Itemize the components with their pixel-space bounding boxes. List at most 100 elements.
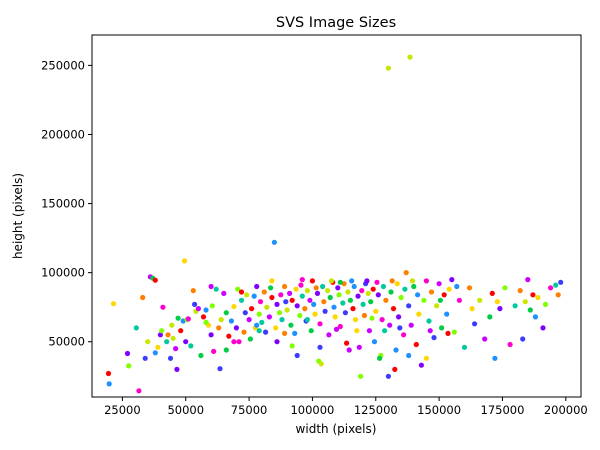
data-point [346,347,352,353]
data-point [322,308,328,314]
data-point [165,332,171,338]
data-point [209,303,215,309]
data-point [200,314,207,320]
x-tick-label: 175000 [481,403,525,417]
data-point [164,339,170,345]
data-point [344,340,350,346]
data-point [437,297,443,303]
data-point [360,301,366,307]
data-point [406,303,412,309]
data-point [326,332,332,338]
data-point [223,347,229,353]
data-point [449,277,455,283]
data-point [195,306,201,312]
y-axis-label: height (pixels) [11,173,25,259]
y-tick-label: 200000 [41,127,85,141]
data-point [396,314,402,320]
data-point [157,332,163,338]
data-point [522,299,528,305]
data-point [337,279,343,285]
data-point [264,304,270,310]
data-point [249,306,255,312]
data-point [261,289,267,295]
data-point [373,308,379,314]
data-point [461,344,468,350]
data-point [236,339,242,345]
data-point [497,306,503,312]
data-point [421,297,427,303]
data-point [385,65,391,71]
data-point [289,297,295,303]
data-point [257,299,264,305]
data-point [136,388,142,394]
data-point [203,307,209,313]
data-point [466,285,473,291]
data-point [238,297,245,303]
data-point [535,294,541,301]
data-point [317,321,323,327]
data-point [181,258,188,264]
data-point [416,311,422,317]
data-point [482,336,488,342]
data-point [192,301,198,307]
data-point [216,325,222,331]
data-point [327,294,333,301]
y-axis: 50000 100000 150000 200000 250000 [41,58,92,349]
data-point [379,317,385,323]
data-point [289,343,295,349]
data-point [472,321,478,327]
y-tick-label: 150000 [41,197,85,211]
data-point [223,310,229,316]
data-point [394,281,400,287]
data-point [304,288,310,294]
data-point [369,315,375,321]
x-tick-label: 25000 [104,403,141,417]
data-point [217,366,223,372]
data-point [185,316,191,322]
data-point [525,277,531,283]
data-point [415,292,421,298]
data-point [423,278,429,284]
data-point [274,301,280,307]
data-point [354,328,360,334]
data-point [221,290,227,296]
data-point [441,292,447,298]
data-point [238,289,245,295]
data-point [331,304,337,310]
data-point [328,278,334,284]
data-point [377,355,383,361]
data-point [371,339,378,345]
data-point [198,352,204,359]
data-point [266,314,272,320]
x-tick-label: 100000 [290,403,334,417]
x-tick-label: 75000 [231,403,268,417]
data-point [366,328,372,334]
data-point [512,303,518,309]
data-point [370,286,376,292]
data-point [355,293,361,299]
data-point [174,366,180,372]
data-point [259,319,265,325]
data-point [492,355,498,361]
data-point [247,336,253,342]
data-point [282,330,288,336]
data-point [274,339,280,345]
data-point [380,283,386,290]
data-point [105,370,112,377]
data-point [375,292,381,298]
data-point [494,299,500,305]
data-point [352,317,359,323]
data-point [169,322,175,328]
data-point [208,332,214,338]
data-point [218,317,224,323]
data-point [213,286,219,292]
data-point [263,329,269,335]
data-point [434,303,440,309]
data-point [477,297,483,303]
data-point [190,288,196,294]
data-point [160,304,166,310]
data-point [388,289,394,295]
data-point [368,299,374,305]
data-point [241,329,247,335]
data-point [439,325,445,331]
